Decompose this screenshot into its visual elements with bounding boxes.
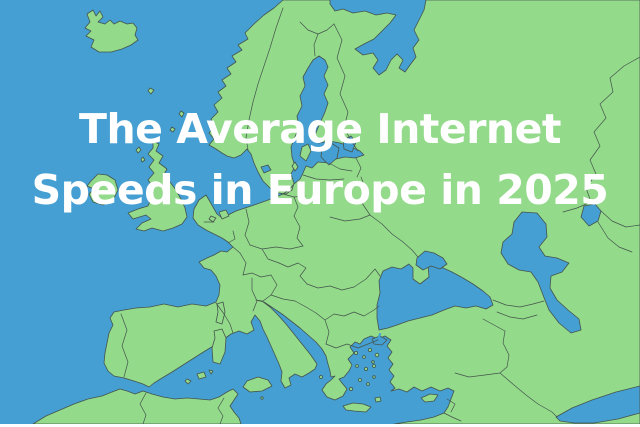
balearic-islands: [184, 369, 214, 385]
zealand: [218, 209, 230, 220]
sea-of-azov: [415, 250, 448, 271]
map-strokes: [32, 0, 640, 424]
caspian-sea: [500, 211, 582, 334]
aegean-islands: [260, 347, 380, 400]
shetland: [178, 110, 185, 118]
north-africa: [32, 388, 242, 424]
faroe-islands: [147, 87, 155, 95]
orkney: [169, 126, 176, 133]
title-line-2: Speeds in Europe in 2025: [31, 166, 609, 214]
persian-gulf: [555, 385, 640, 424]
lake-vanern: [260, 164, 272, 174]
map-title: The Average Internet Speeds in Europe in…: [0, 99, 640, 221]
lake-onega: [342, 135, 357, 153]
country-borders: [120, 7, 640, 424]
bosphorus: [377, 333, 381, 341]
hebrides: [135, 146, 146, 163]
lake-ladoga: [320, 142, 340, 166]
bottom-margin: [0, 424, 640, 427]
sicily: [242, 376, 273, 393]
great-britain: [127, 140, 188, 232]
inland-seas: [260, 135, 640, 424]
corsica: [215, 301, 226, 325]
ireland: [86, 173, 119, 206]
mainland-eurasia: [103, 0, 640, 424]
rhodes: [374, 396, 382, 403]
aral-sea: [580, 203, 602, 227]
landmasses: [32, 0, 640, 424]
iceland: [84, 9, 139, 53]
black-sea: [376, 261, 494, 331]
crete: [342, 402, 372, 413]
cyprus: [420, 393, 439, 403]
sardinia: [211, 328, 227, 365]
oland: [291, 161, 299, 172]
gotland: [299, 143, 312, 162]
title-line-1: The Average Internet: [78, 105, 562, 153]
